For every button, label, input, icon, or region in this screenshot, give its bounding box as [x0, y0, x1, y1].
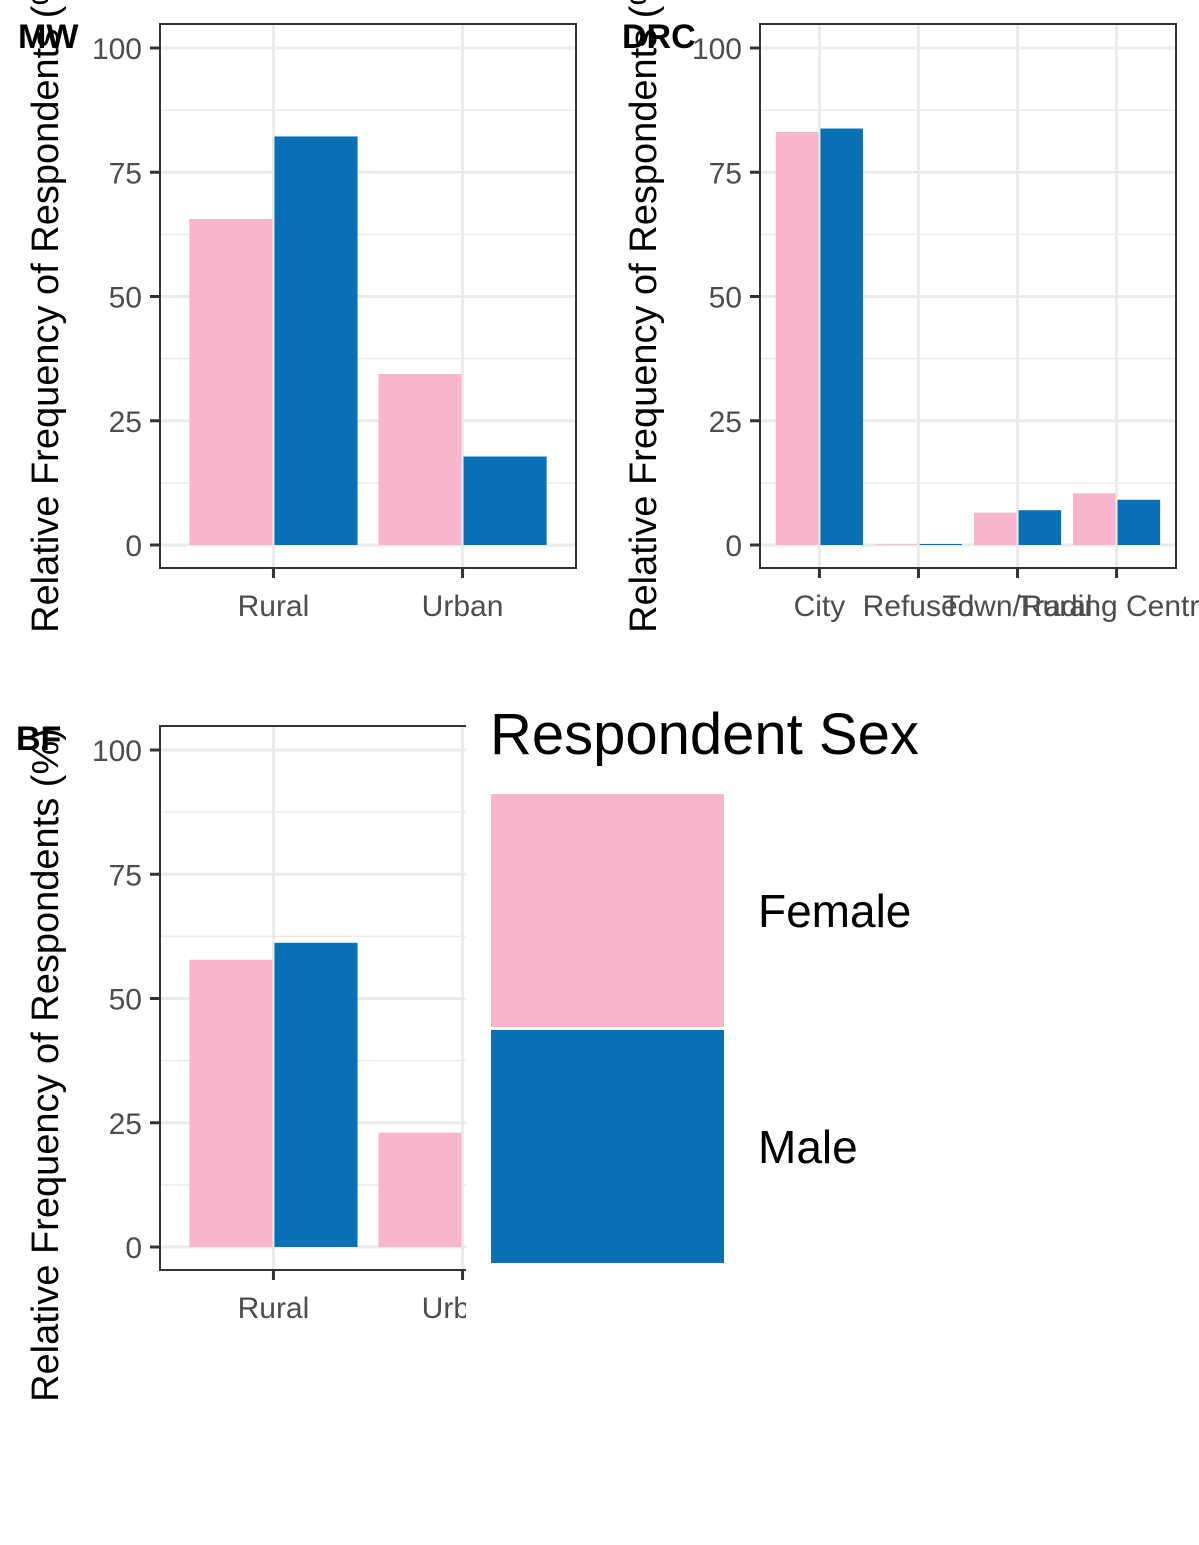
- y-tick-label: 100: [692, 33, 742, 66]
- y-tick-label: 75: [109, 157, 142, 190]
- x-tick-label: City: [794, 590, 846, 623]
- bar-female-rural: [189, 218, 273, 545]
- x-tick-label: Refused: [863, 590, 975, 623]
- legend-title: Respondent Sex: [490, 702, 919, 767]
- y-tick-label: 0: [725, 530, 742, 563]
- bar-male-trading-centre: [1117, 499, 1161, 545]
- bar-male-city: [820, 128, 863, 545]
- x-tick-label: Rural: [238, 1292, 310, 1325]
- panel-bf: 0 25 50 75 100 Rural Urban Relative Frequency o…: [16, 720, 504, 1402]
- legend-swatch-male: [491, 1030, 724, 1263]
- panel-tag: DRC: [622, 18, 696, 56]
- bar-female-city: [775, 131, 819, 546]
- y-tick-label: 50: [709, 282, 742, 315]
- legend-label-male: Male: [758, 1121, 858, 1173]
- bar-male-urban: [463, 456, 547, 545]
- legend: Respondent Sex Female Male: [490, 702, 919, 1263]
- y-tick-label: 75: [109, 859, 142, 892]
- legend-swatch-female: [491, 794, 724, 1027]
- y-axis-title: Relative Frequency of Respondents (%): [623, 0, 665, 633]
- panel-tag: MW: [18, 18, 79, 56]
- y-tick-label: 0: [125, 530, 142, 563]
- y-tick-label: 0: [125, 1232, 142, 1265]
- bar-male-rural: [274, 942, 358, 1247]
- x-tick-label: Urban: [422, 1292, 504, 1325]
- y-tick-label: 100: [92, 735, 142, 768]
- bar-female-trading-centre: [1073, 493, 1116, 545]
- y-tick-label: 50: [109, 282, 142, 315]
- y-tick-label: 50: [109, 984, 142, 1017]
- bar-female-urban: [378, 1132, 462, 1247]
- bar-male-town-rural: [1018, 510, 1062, 545]
- y-axis-title: Relative Frequency of Respondents (%): [25, 728, 67, 1402]
- y-tick-label: 25: [709, 406, 742, 439]
- y-axis-title: Relative Frequency of Respondents (%): [25, 0, 67, 633]
- legend-label-female: Female: [758, 885, 911, 937]
- bar-male-rural: [274, 136, 358, 545]
- x-tick-label: Urban: [422, 590, 504, 623]
- bar-female-town-rural: [973, 512, 1017, 545]
- x-tick-label: Rural: [238, 590, 310, 623]
- y-tick-label: 75: [709, 157, 742, 190]
- y-tick-label: 25: [109, 406, 142, 439]
- panel-tag: BF: [16, 720, 61, 758]
- y-tick-label: 100: [92, 33, 142, 66]
- x-tick-label: Town/Rural: [942, 590, 1092, 623]
- bar-female-urban: [378, 374, 462, 545]
- bar-female-refused: [874, 544, 918, 545]
- y-tick-label: 25: [109, 1108, 142, 1141]
- bar-male-refused: [919, 544, 963, 545]
- x-tick-label: Trading Centre: [1017, 590, 1199, 623]
- panel-mw: 0 25 50 75 100 Rural Urban Relative Frequency o…: [18, 0, 577, 633]
- bar-female-rural: [189, 959, 273, 1247]
